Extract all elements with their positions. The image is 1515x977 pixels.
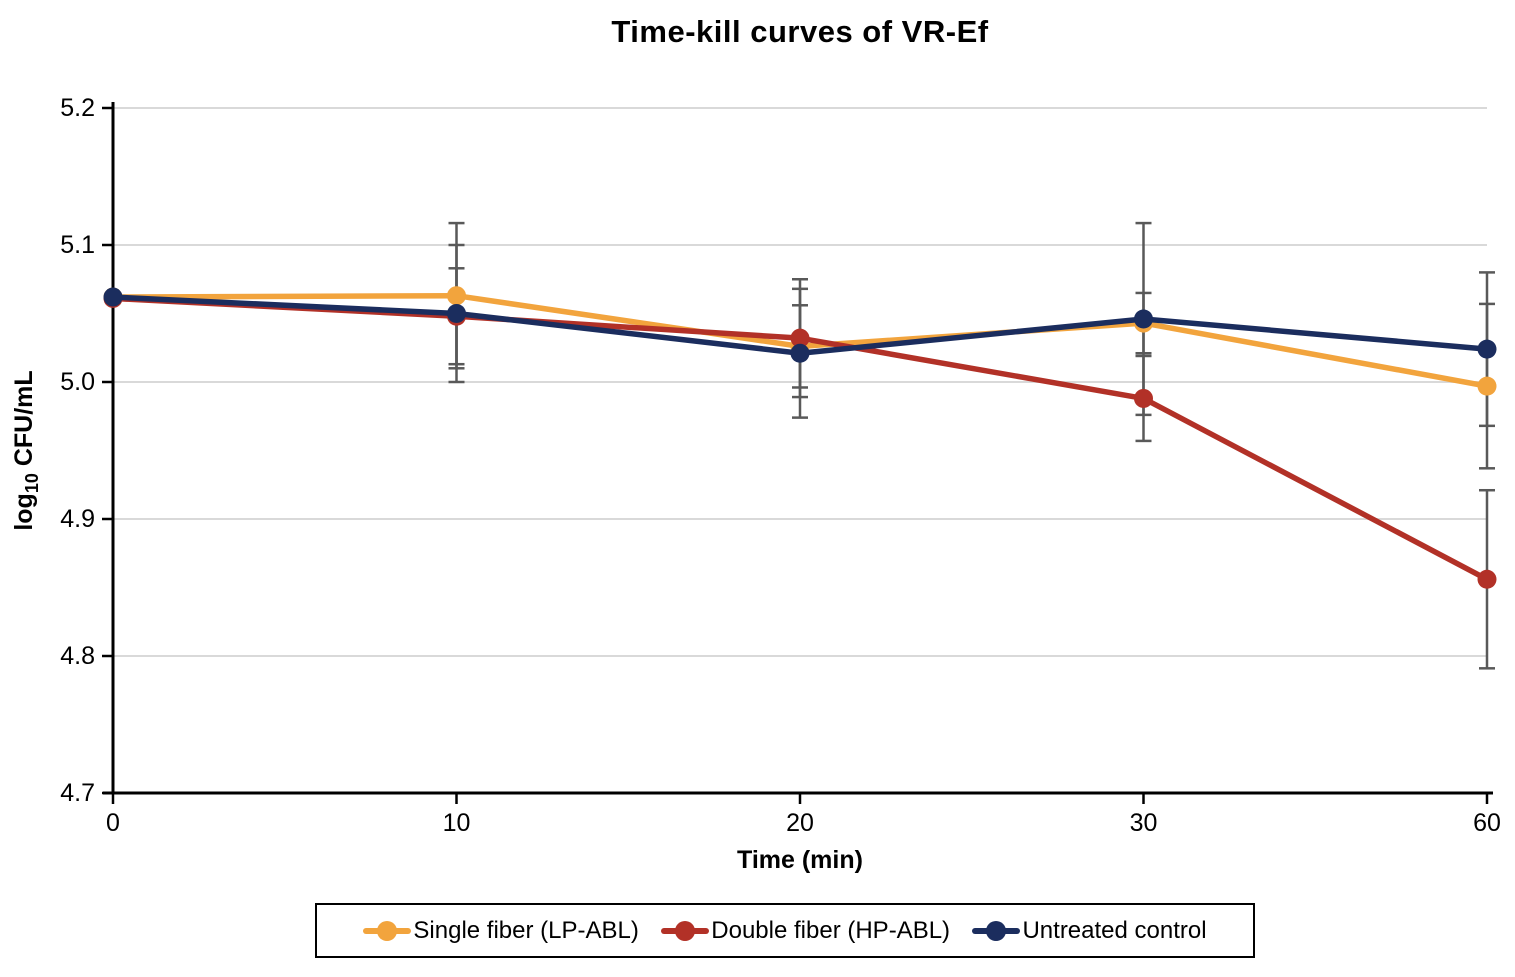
data-point — [1477, 569, 1497, 589]
x-tick-label: 20 — [786, 809, 814, 837]
series-2 — [103, 287, 1497, 363]
y-tick-label: 5.1 — [60, 231, 95, 259]
legend-marker-icon — [363, 920, 412, 941]
y-tick-label: 4.7 — [60, 779, 95, 807]
legend-marker-icon — [972, 920, 1021, 941]
data-point — [1134, 309, 1153, 329]
data-point — [1134, 388, 1153, 408]
error-bars — [448, 221, 1495, 670]
data-point — [103, 287, 123, 307]
legend-item: Double fiber (HP-ABL) — [661, 917, 950, 945]
data-point — [447, 286, 466, 306]
legend-label: Single fiber (LP-ABL) — [413, 916, 639, 944]
x-axis-title: Time (min) — [737, 846, 863, 874]
y-tick-label: 5.0 — [60, 368, 95, 396]
x-tick-label: 60 — [1473, 809, 1501, 837]
data-point — [790, 343, 810, 363]
x-tick-label: 10 — [443, 809, 471, 837]
axes — [102, 102, 1493, 804]
tick-labels: 5.2 5.1 5.0 4.9 4.8 4.7 0 10 20 30 60 — [60, 94, 1501, 837]
x-tick-label: 30 — [1130, 809, 1158, 837]
legend-item: Untreated control — [972, 916, 1207, 945]
legend: Single fiber (LP-ABL) Double fiber (HP-A… — [315, 903, 1255, 958]
legend-item: Single fiber (LP-ABL) — [363, 916, 639, 945]
data-point — [1477, 339, 1497, 359]
data-point — [447, 304, 466, 323]
chart-title: Time-kill curves of VR-Ef — [611, 14, 989, 49]
y-tick-label: 5.2 — [60, 94, 95, 122]
data-point — [1477, 376, 1497, 396]
legend-label: Double fiber (HP-ABL) — [711, 916, 951, 944]
legend-marker-icon — [661, 920, 710, 941]
y-tick-label: 4.8 — [60, 642, 95, 670]
y-axis-title: log10 CFU/mL — [10, 370, 42, 530]
data-point — [790, 328, 810, 348]
y-tick-label: 4.9 — [60, 505, 95, 533]
legend-label: Untreated control — [1022, 916, 1207, 944]
x-tick-label: 0 — [106, 809, 120, 837]
